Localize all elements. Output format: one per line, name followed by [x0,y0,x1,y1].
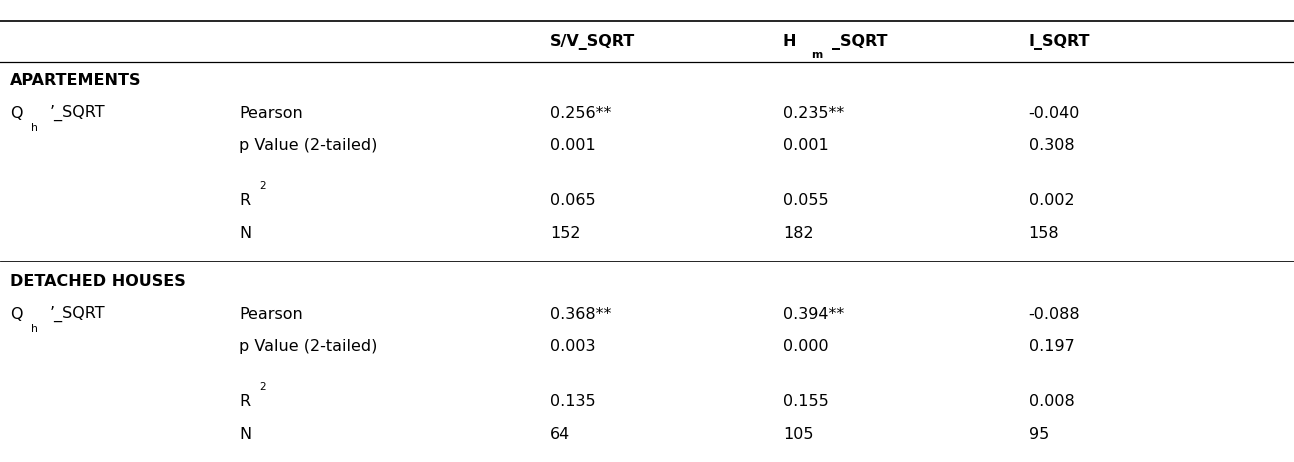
Text: h: h [31,123,38,133]
Text: 0.308: 0.308 [1029,138,1074,153]
Text: 0.155: 0.155 [783,395,828,409]
Text: p Value (2-tailed): p Value (2-tailed) [239,138,378,153]
Text: APARTEMENTS: APARTEMENTS [10,73,142,88]
Text: ’_SQRT: ’_SQRT [49,306,105,322]
Text: DETACHED HOUSES: DETACHED HOUSES [10,274,186,289]
Text: 0.256**: 0.256** [550,106,611,121]
Text: 0.000: 0.000 [783,339,828,354]
Text: 64: 64 [550,427,571,442]
Text: 0.197: 0.197 [1029,339,1074,354]
Text: 182: 182 [783,226,814,241]
Text: -0.040: -0.040 [1029,106,1080,121]
Text: 0.003: 0.003 [550,339,595,354]
Text: 0.002: 0.002 [1029,194,1074,208]
Text: Q: Q [10,106,23,121]
Text: 2: 2 [259,382,265,392]
Text: R: R [239,395,251,409]
Text: 0.008: 0.008 [1029,395,1074,409]
Text: 95: 95 [1029,427,1049,442]
Text: Pearson: Pearson [239,307,303,322]
Text: _SQRT: _SQRT [832,34,888,49]
Text: H: H [783,34,796,49]
Text: 0.055: 0.055 [783,194,828,208]
Text: 0.001: 0.001 [783,138,828,153]
Text: m: m [811,49,823,60]
Text: 0.065: 0.065 [550,194,595,208]
Text: 2: 2 [259,181,265,191]
Text: 0.394**: 0.394** [783,307,844,322]
Text: N: N [239,226,251,241]
Text: N: N [239,427,251,442]
Text: 0.235**: 0.235** [783,106,844,121]
Text: p Value (2-tailed): p Value (2-tailed) [239,339,378,354]
Text: R: R [239,194,251,208]
Text: ’_SQRT: ’_SQRT [49,105,105,122]
Text: Pearson: Pearson [239,106,303,121]
Text: S/V_SQRT: S/V_SQRT [550,34,635,49]
Text: Q: Q [10,307,23,322]
Text: 0.135: 0.135 [550,395,595,409]
Text: 105: 105 [783,427,814,442]
Text: h: h [31,324,38,334]
Text: 0.001: 0.001 [550,138,595,153]
Text: 152: 152 [550,226,581,241]
Text: 0.368**: 0.368** [550,307,611,322]
Text: I_SQRT: I_SQRT [1029,34,1091,49]
Text: 158: 158 [1029,226,1060,241]
Text: -0.088: -0.088 [1029,307,1080,322]
